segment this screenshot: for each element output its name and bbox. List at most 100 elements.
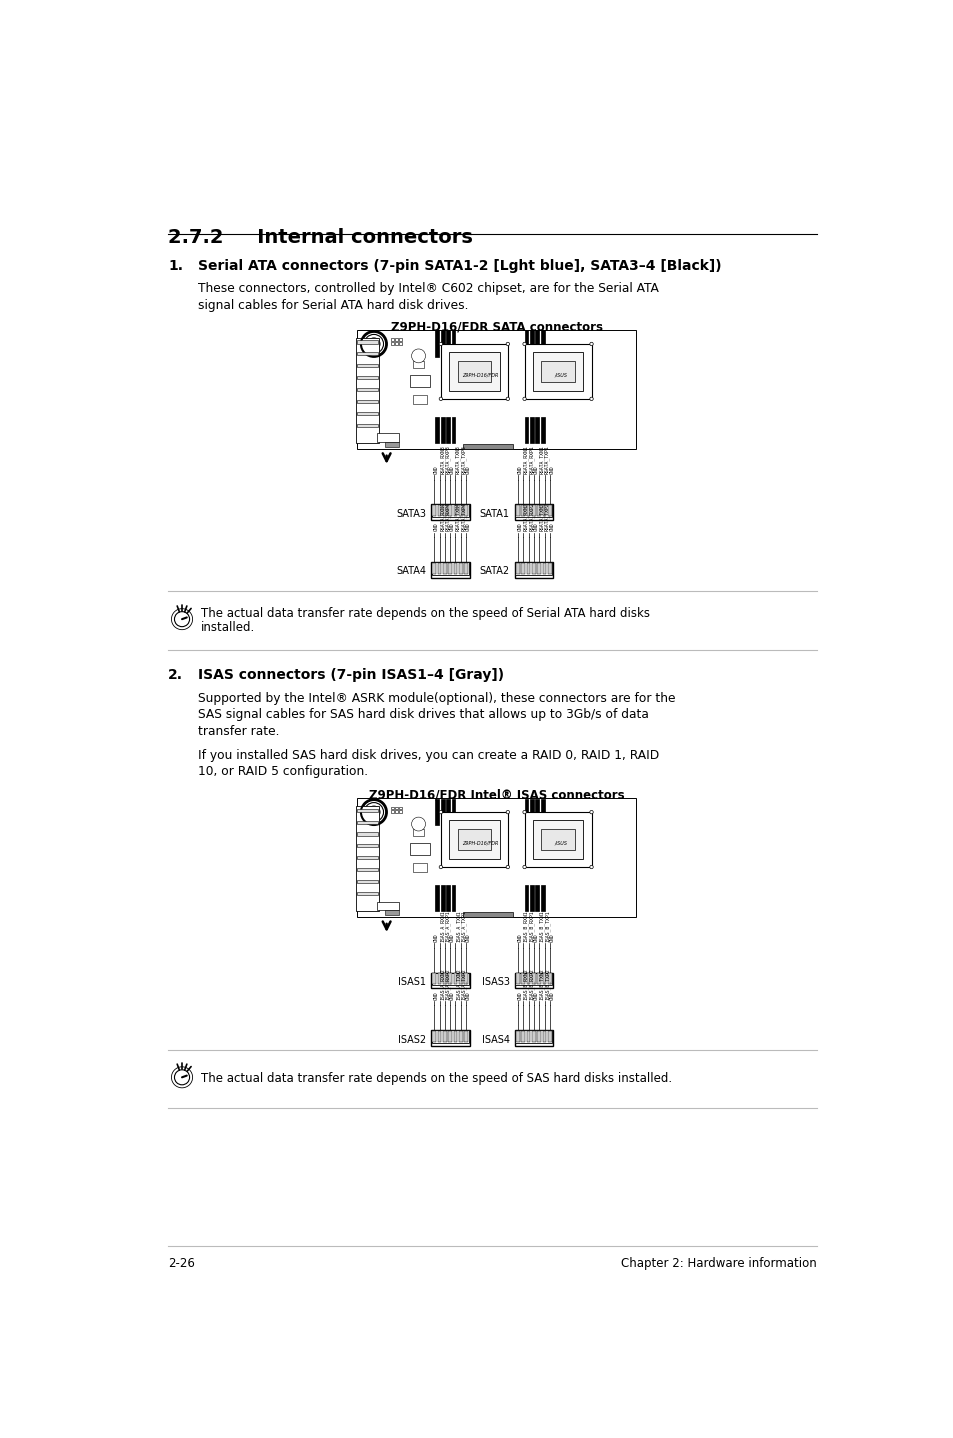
Bar xyxy=(463,444,513,449)
Text: ISAS_B_TXP2: ISAS_B_TXP2 xyxy=(544,968,550,999)
Bar xyxy=(530,884,534,912)
Text: SATA3: SATA3 xyxy=(395,509,426,519)
Text: GND: GND xyxy=(466,523,471,532)
Bar xyxy=(448,505,452,516)
Text: ISAS_B_TXN1: ISAS_B_TXN1 xyxy=(538,910,544,942)
Text: RSATA_TXN1: RSATA_TXN1 xyxy=(538,444,544,473)
Text: RSATA_TXP2: RSATA_TXP2 xyxy=(544,503,550,532)
Circle shape xyxy=(589,342,593,345)
Bar xyxy=(376,902,398,910)
Bar xyxy=(413,863,427,871)
Bar xyxy=(454,505,456,516)
Bar xyxy=(458,505,462,516)
Circle shape xyxy=(411,349,425,362)
Text: RSATA_RXP2: RSATA_RXP2 xyxy=(528,503,534,532)
Bar xyxy=(410,375,429,387)
Circle shape xyxy=(371,341,376,347)
Text: GND: GND xyxy=(549,933,555,942)
Bar xyxy=(458,974,462,984)
Circle shape xyxy=(438,342,442,345)
Bar xyxy=(437,974,441,984)
Text: GND: GND xyxy=(534,933,538,942)
Text: RSATA_TXP4: RSATA_TXP4 xyxy=(460,503,466,532)
Text: Z9PH-D16/FDR SATA connectors: Z9PH-D16/FDR SATA connectors xyxy=(391,321,602,334)
Text: GND: GND xyxy=(466,464,471,473)
Text: GND: GND xyxy=(549,464,555,473)
Circle shape xyxy=(411,817,425,831)
Bar xyxy=(398,807,402,810)
Text: Serial ATA connectors (7-pin SATA1-2 [Lght blue], SATA3–4 [Black]): Serial ATA connectors (7-pin SATA1-2 [Lg… xyxy=(197,259,720,273)
Text: GND: GND xyxy=(517,933,522,942)
Text: ISAS_B_TXP1: ISAS_B_TXP1 xyxy=(544,910,550,942)
Bar xyxy=(390,807,394,810)
Bar xyxy=(390,342,394,345)
Text: ISAS_B_RXN1: ISAS_B_RXN1 xyxy=(522,910,528,942)
Text: GND: GND xyxy=(450,464,455,473)
Text: Z9PH-D16/FDR: Z9PH-D16/FDR xyxy=(461,372,497,378)
Circle shape xyxy=(589,811,593,814)
Bar xyxy=(451,417,455,443)
Bar xyxy=(442,974,446,984)
Bar xyxy=(437,505,441,516)
Circle shape xyxy=(522,397,526,401)
Text: RSATA_RXN2: RSATA_RXN2 xyxy=(522,503,528,532)
Circle shape xyxy=(367,805,379,818)
Bar xyxy=(395,810,397,812)
Bar xyxy=(432,505,436,516)
Bar xyxy=(449,820,499,858)
Text: RSATA_TXN2: RSATA_TXN2 xyxy=(538,503,544,532)
Bar xyxy=(530,331,534,357)
Bar xyxy=(514,1031,553,1045)
Text: GND: GND xyxy=(517,991,522,999)
Bar xyxy=(458,1031,462,1043)
Bar xyxy=(532,820,583,858)
Bar xyxy=(398,342,402,345)
Bar xyxy=(535,331,538,357)
Bar xyxy=(356,844,377,847)
Bar xyxy=(442,1031,446,1043)
Text: GND: GND xyxy=(517,464,522,473)
Bar xyxy=(540,798,544,825)
Text: Supported by the Intel® ASRK module(optional), these connectors are for the: Supported by the Intel® ASRK module(opti… xyxy=(197,692,675,705)
Bar xyxy=(530,798,534,825)
Circle shape xyxy=(506,342,509,345)
Bar xyxy=(356,807,378,912)
Bar xyxy=(435,417,438,443)
Bar xyxy=(526,562,530,574)
Bar xyxy=(537,1031,540,1043)
Bar xyxy=(413,828,424,835)
Bar xyxy=(451,331,455,357)
Text: GND: GND xyxy=(434,991,438,999)
Bar xyxy=(431,1031,468,1043)
Bar xyxy=(356,833,377,835)
Bar xyxy=(446,884,450,912)
Bar xyxy=(542,562,546,574)
Bar xyxy=(356,424,377,427)
Text: GND: GND xyxy=(450,933,455,942)
Bar xyxy=(514,972,553,988)
Text: ISAS_A_RXN2: ISAS_A_RXN2 xyxy=(439,968,445,999)
Bar xyxy=(356,798,636,917)
Bar xyxy=(457,828,491,850)
Bar xyxy=(356,388,377,391)
Bar xyxy=(532,562,536,574)
Bar xyxy=(440,344,507,398)
Bar xyxy=(410,843,429,856)
Bar xyxy=(526,505,530,516)
Text: SATA1: SATA1 xyxy=(479,509,509,519)
Text: ISAS_A_RXP2: ISAS_A_RXP2 xyxy=(444,968,450,999)
Bar xyxy=(442,505,446,516)
Bar xyxy=(540,417,544,443)
Text: The actual data transfer rate depends on the speed of SAS hard disks installed.: The actual data transfer rate depends on… xyxy=(200,1073,671,1086)
Bar xyxy=(431,1031,469,1045)
Bar xyxy=(463,912,513,917)
Text: GND: GND xyxy=(466,991,471,999)
Bar xyxy=(535,884,538,912)
Text: ISAS_A_RXP1: ISAS_A_RXP1 xyxy=(444,910,450,942)
Circle shape xyxy=(361,332,386,355)
Bar xyxy=(442,562,446,574)
Bar xyxy=(454,562,456,574)
Text: ISAS_A_TXN2: ISAS_A_TXN2 xyxy=(455,968,460,999)
Text: SATA2: SATA2 xyxy=(479,567,509,577)
Circle shape xyxy=(589,397,593,401)
